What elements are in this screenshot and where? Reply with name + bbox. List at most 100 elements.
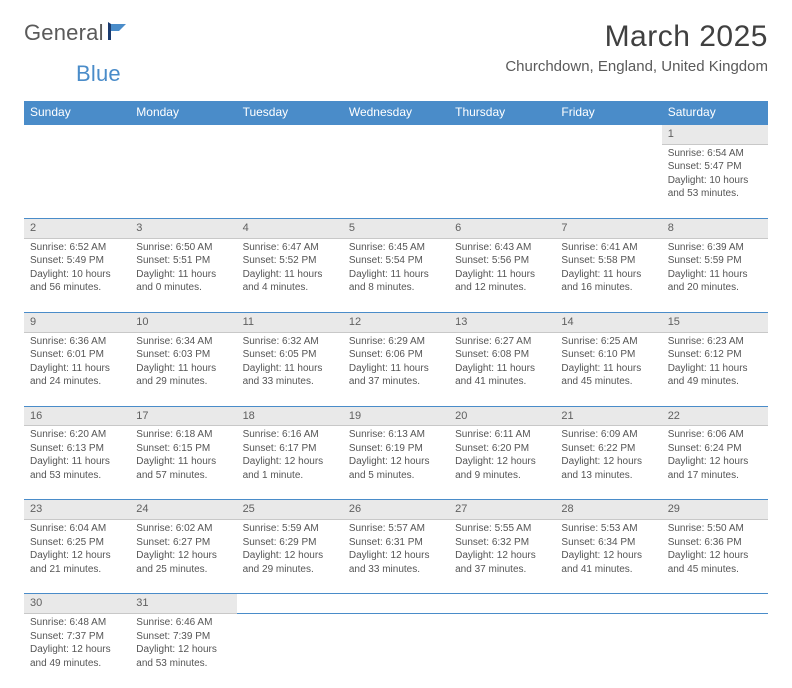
day-cell: Sunrise: 5:53 AMSunset: 6:34 PMDaylight:… (555, 520, 661, 594)
day-number-row: 2345678 (24, 218, 768, 238)
day-number-cell: 7 (555, 218, 661, 238)
sunset-line: Sunset: 6:13 PM (30, 442, 124, 456)
sunset-line: Sunset: 6:01 PM (30, 348, 124, 362)
day-cell: Sunrise: 6:46 AMSunset: 7:39 PMDaylight:… (130, 614, 236, 688)
daylight-line: Daylight: 12 hours and 41 minutes. (561, 549, 655, 576)
daylight-line: Daylight: 12 hours and 1 minute. (243, 455, 337, 482)
sunset-line: Sunset: 6:34 PM (561, 536, 655, 550)
day-cell: Sunrise: 5:57 AMSunset: 6:31 PMDaylight:… (343, 520, 449, 594)
day-cell: Sunrise: 6:43 AMSunset: 5:56 PMDaylight:… (449, 238, 555, 312)
daylight-line: Daylight: 12 hours and 49 minutes. (30, 643, 124, 670)
day-cell (449, 614, 555, 688)
day-number-cell (555, 594, 661, 614)
sunset-line: Sunset: 6:27 PM (136, 536, 230, 550)
daylight-line: Daylight: 12 hours and 33 minutes. (349, 549, 443, 576)
day-cell: Sunrise: 6:39 AMSunset: 5:59 PMDaylight:… (662, 238, 768, 312)
sunset-line: Sunset: 5:52 PM (243, 254, 337, 268)
day-cell: Sunrise: 6:20 AMSunset: 6:13 PMDaylight:… (24, 426, 130, 500)
day-number-row: 3031 (24, 594, 768, 614)
sunrise-line: Sunrise: 6:50 AM (136, 241, 230, 255)
sunrise-line: Sunrise: 6:18 AM (136, 428, 230, 442)
daylight-line: Daylight: 11 hours and 57 minutes. (136, 455, 230, 482)
daylight-line: Daylight: 12 hours and 17 minutes. (668, 455, 762, 482)
day-cell (343, 614, 449, 688)
day-number-cell: 13 (449, 312, 555, 332)
day-number-cell: 21 (555, 406, 661, 426)
sunrise-line: Sunrise: 6:36 AM (30, 335, 124, 349)
day-number-cell: 19 (343, 406, 449, 426)
sunset-line: Sunset: 6:32 PM (455, 536, 549, 550)
day-number-cell (237, 124, 343, 144)
day-cell: Sunrise: 6:48 AMSunset: 7:37 PMDaylight:… (24, 614, 130, 688)
day-cell: Sunrise: 6:18 AMSunset: 6:15 PMDaylight:… (130, 426, 236, 500)
daylight-line: Daylight: 11 hours and 49 minutes. (668, 362, 762, 389)
sunset-line: Sunset: 5:59 PM (668, 254, 762, 268)
day-cell: Sunrise: 6:36 AMSunset: 6:01 PMDaylight:… (24, 332, 130, 406)
day-cell: Sunrise: 6:13 AMSunset: 6:19 PMDaylight:… (343, 426, 449, 500)
day-number-cell: 3 (130, 218, 236, 238)
daylight-line: Daylight: 11 hours and 29 minutes. (136, 362, 230, 389)
day-cell (130, 144, 236, 218)
sunset-line: Sunset: 6:24 PM (668, 442, 762, 456)
week-row: Sunrise: 6:52 AMSunset: 5:49 PMDaylight:… (24, 238, 768, 312)
weekday-header: Monday (130, 101, 236, 124)
daylight-line: Daylight: 11 hours and 37 minutes. (349, 362, 443, 389)
daylight-line: Daylight: 12 hours and 25 minutes. (136, 549, 230, 576)
sunset-line: Sunset: 5:49 PM (30, 254, 124, 268)
sunrise-line: Sunrise: 6:11 AM (455, 428, 549, 442)
day-cell: Sunrise: 6:06 AMSunset: 6:24 PMDaylight:… (662, 426, 768, 500)
sunrise-line: Sunrise: 6:02 AM (136, 522, 230, 536)
sunrise-line: Sunrise: 6:32 AM (243, 335, 337, 349)
day-cell: Sunrise: 5:50 AMSunset: 6:36 PMDaylight:… (662, 520, 768, 594)
sunrise-line: Sunrise: 6:29 AM (349, 335, 443, 349)
day-cell: Sunrise: 6:41 AMSunset: 5:58 PMDaylight:… (555, 238, 661, 312)
day-number-cell (449, 594, 555, 614)
daylight-line: Daylight: 12 hours and 45 minutes. (668, 549, 762, 576)
weekday-header: Thursday (449, 101, 555, 124)
sunset-line: Sunset: 6:17 PM (243, 442, 337, 456)
day-number-cell: 29 (662, 500, 768, 520)
day-cell: Sunrise: 6:02 AMSunset: 6:27 PMDaylight:… (130, 520, 236, 594)
daylight-line: Daylight: 12 hours and 37 minutes. (455, 549, 549, 576)
day-number-cell: 9 (24, 312, 130, 332)
logo-flag-icon (108, 22, 130, 45)
day-number-cell: 22 (662, 406, 768, 426)
logo-text-blue: Blue (76, 61, 121, 87)
sunset-line: Sunset: 6:15 PM (136, 442, 230, 456)
daylight-line: Daylight: 11 hours and 33 minutes. (243, 362, 337, 389)
month-title: March 2025 (505, 20, 768, 54)
day-number-cell (662, 594, 768, 614)
calendar-table: Sunday Monday Tuesday Wednesday Thursday… (24, 101, 768, 688)
day-cell: Sunrise: 6:04 AMSunset: 6:25 PMDaylight:… (24, 520, 130, 594)
weekday-header: Tuesday (237, 101, 343, 124)
day-cell: Sunrise: 6:27 AMSunset: 6:08 PMDaylight:… (449, 332, 555, 406)
day-number-cell (343, 594, 449, 614)
sunrise-line: Sunrise: 6:27 AM (455, 335, 549, 349)
sunrise-line: Sunrise: 6:04 AM (30, 522, 124, 536)
day-number-cell: 5 (343, 218, 449, 238)
day-cell (449, 144, 555, 218)
day-cell (555, 144, 661, 218)
weekday-header-row: Sunday Monday Tuesday Wednesday Thursday… (24, 101, 768, 124)
day-cell: Sunrise: 6:34 AMSunset: 6:03 PMDaylight:… (130, 332, 236, 406)
day-cell: Sunrise: 6:29 AMSunset: 6:06 PMDaylight:… (343, 332, 449, 406)
sunset-line: Sunset: 7:39 PM (136, 630, 230, 644)
week-row: Sunrise: 6:48 AMSunset: 7:37 PMDaylight:… (24, 614, 768, 688)
sunset-line: Sunset: 6:29 PM (243, 536, 337, 550)
sunset-line: Sunset: 6:19 PM (349, 442, 443, 456)
sunrise-line: Sunrise: 6:06 AM (668, 428, 762, 442)
sunrise-line: Sunrise: 6:23 AM (668, 335, 762, 349)
weekday-header: Wednesday (343, 101, 449, 124)
day-number-cell (237, 594, 343, 614)
sunrise-line: Sunrise: 6:39 AM (668, 241, 762, 255)
sunrise-line: Sunrise: 6:45 AM (349, 241, 443, 255)
sunset-line: Sunset: 6:36 PM (668, 536, 762, 550)
day-number-cell: 12 (343, 312, 449, 332)
day-number-row: 1 (24, 124, 768, 144)
day-number-cell: 27 (449, 500, 555, 520)
daylight-line: Daylight: 12 hours and 13 minutes. (561, 455, 655, 482)
sunset-line: Sunset: 5:51 PM (136, 254, 230, 268)
week-row: Sunrise: 6:54 AMSunset: 5:47 PMDaylight:… (24, 144, 768, 218)
day-number-cell: 8 (662, 218, 768, 238)
day-number-cell: 11 (237, 312, 343, 332)
